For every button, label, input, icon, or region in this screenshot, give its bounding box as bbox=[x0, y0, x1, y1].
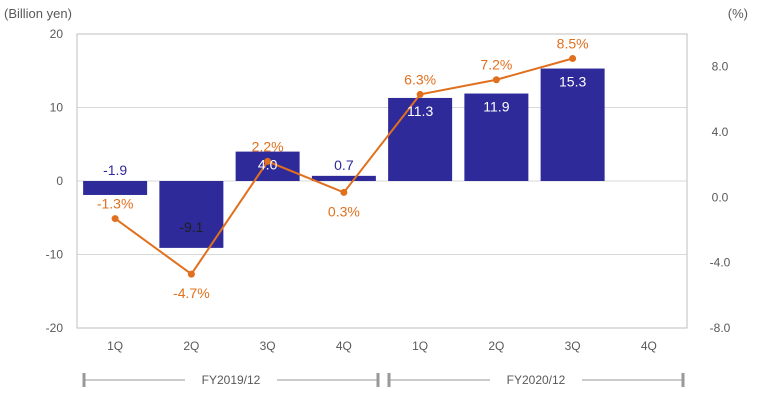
group-bracket-end bbox=[376, 373, 380, 387]
line-data-label: -1.3% bbox=[97, 196, 134, 212]
x-axis-tick-label: 4Q bbox=[641, 339, 657, 353]
group-label-background bbox=[490, 371, 582, 389]
bar-data-label: 11.9 bbox=[483, 99, 509, 115]
left-axis-tick-label: -20 bbox=[46, 321, 64, 335]
x-axis-tick-label: 3Q bbox=[565, 339, 581, 353]
x-axis-tick-label: 1Q bbox=[412, 339, 428, 353]
line-data-label: 6.3% bbox=[404, 71, 436, 87]
line-data-label: 2.2% bbox=[252, 138, 284, 154]
right-axis-tick-label: 8.0 bbox=[712, 60, 729, 74]
group-bracket-end bbox=[387, 373, 391, 387]
x-axis-tick-label: 1Q bbox=[107, 339, 123, 353]
bar bbox=[235, 151, 300, 181]
line-data-label: 0.3% bbox=[328, 203, 360, 219]
data-labels: -1.9 -9.1 4.0 0.7 11.3 11.9 15.3 -1.3% -4.7% 2.2%… bbox=[97, 36, 589, 302]
group-label-background bbox=[185, 371, 277, 389]
x-axis-tick-label: 2Q bbox=[488, 339, 504, 353]
bar bbox=[464, 93, 529, 181]
line-data-label: 7.2% bbox=[480, 57, 512, 73]
group-label: FY2020/12 bbox=[507, 373, 566, 387]
left-axis-tick-label: 20 bbox=[50, 27, 64, 41]
right-axis-tick-label: 0.0 bbox=[712, 190, 729, 204]
group-bracket-end bbox=[82, 373, 86, 387]
line-point bbox=[416, 90, 424, 98]
group-bracket-end bbox=[681, 373, 685, 387]
right-axis-tick-label: 4.0 bbox=[712, 125, 729, 139]
fiscal-year-groups: FY2019/12 FY2020/12 bbox=[82, 371, 685, 389]
line-data-label: 8.5% bbox=[557, 36, 589, 52]
bar bbox=[83, 181, 148, 195]
bar-data-label: 0.7 bbox=[334, 157, 354, 173]
line-point bbox=[492, 76, 500, 84]
bar-data-label: -1.9 bbox=[103, 162, 127, 178]
bar-data-label: 15.3 bbox=[559, 74, 586, 90]
x-axis-tick-label: 2Q bbox=[183, 339, 199, 353]
group-label: FY2019/12 bbox=[202, 373, 261, 387]
right-axis-unit-label: (%) bbox=[728, 6, 748, 21]
bar-data-label: 11.3 bbox=[407, 103, 433, 119]
bar-data-label: -9.1 bbox=[179, 219, 203, 235]
axes: 20 10 0 -10 -20 8.0 4.0 0.0 -4.0 -8.0 1Q 2Q 3Q 4Q 1Q 2Q… bbox=[46, 27, 731, 353]
bar bbox=[311, 175, 376, 181]
bar bbox=[159, 181, 224, 248]
right-axis-tick-label: -8.0 bbox=[710, 321, 731, 335]
left-axis-unit-label: (Billion yen) bbox=[4, 6, 72, 21]
line-point bbox=[111, 215, 119, 223]
bar-data-label: 4.0 bbox=[258, 157, 278, 173]
bar-series bbox=[83, 68, 605, 248]
bar bbox=[388, 97, 453, 181]
x-axis-tick-label: 3Q bbox=[260, 339, 276, 353]
plot-area-frame bbox=[76, 33, 688, 329]
line-point bbox=[187, 270, 195, 278]
right-axis-tick-label: -4.0 bbox=[710, 256, 731, 270]
line-series bbox=[111, 55, 577, 278]
line-point bbox=[569, 55, 577, 62]
bar bbox=[540, 68, 605, 181]
left-axis-tick-label: 0 bbox=[56, 174, 63, 188]
left-axis-tick-label: -10 bbox=[46, 248, 64, 262]
x-axis-tick-label: 4Q bbox=[336, 339, 352, 353]
line-data-label: -4.7% bbox=[173, 285, 210, 301]
line-point bbox=[264, 157, 272, 165]
left-axis-tick-label: 10 bbox=[50, 101, 64, 115]
line-point bbox=[340, 188, 348, 196]
